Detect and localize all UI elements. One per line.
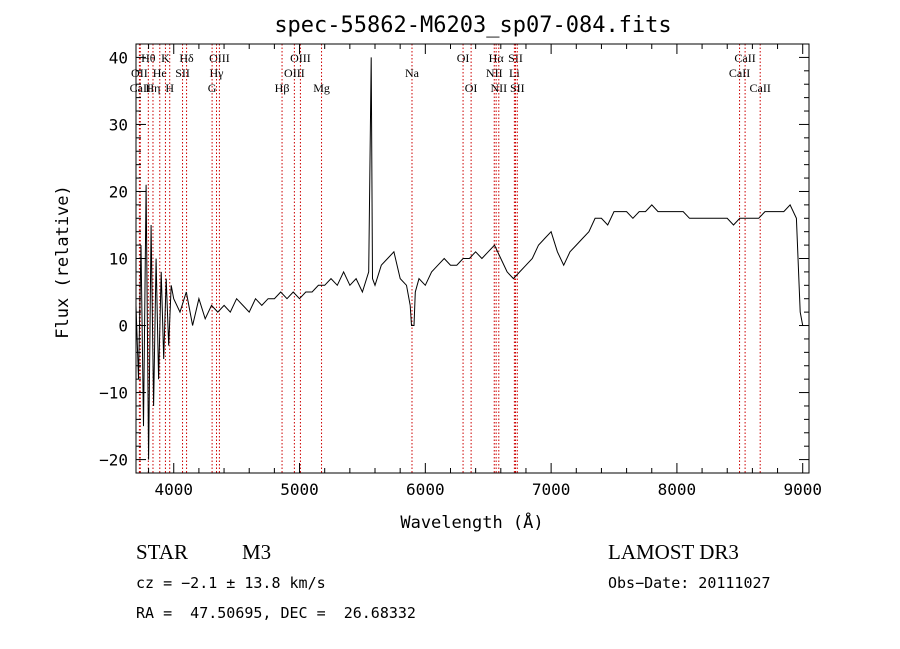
x-tick-label-5000: 5000 — [280, 480, 319, 499]
observation-date: Obs−Date: 20111027 — [608, 574, 771, 592]
spectral-line-label-10: Hγ — [210, 66, 225, 80]
spectral-line-label-3: Hη — [146, 81, 161, 95]
spectral-line-label-4: He — [153, 66, 167, 80]
survey-name: LAMOST DR3 — [608, 540, 739, 564]
x-tick-label-4000: 4000 — [154, 480, 193, 499]
spectral-line-label-0: Hθ — [141, 51, 156, 65]
spectral-line-label-18: OI — [465, 81, 478, 95]
y-tick-label-0: 0 — [118, 317, 128, 336]
object-subclass: M3 — [242, 540, 272, 564]
spectral-line-label-22: SII — [508, 51, 523, 65]
spectral-line-label-9: OIII — [209, 51, 230, 65]
spectral-line-label-24: SII — [510, 81, 525, 95]
y-tick-label-30: 30 — [109, 115, 128, 134]
spectral-line-label-2: CaII — [130, 81, 151, 95]
x-tick-label-9000: 9000 — [783, 480, 822, 499]
spectral-line-label-5: K — [161, 51, 170, 65]
x-tick-label-8000: 8000 — [658, 480, 697, 499]
y-tick-label-20: 20 — [109, 182, 128, 201]
plot-frame — [135, 43, 810, 474]
spectral-line-label-25: CaII — [734, 51, 755, 65]
spectral-line-label-26: CaII — [729, 66, 750, 80]
spectral-line-label-12: Hβ — [275, 81, 290, 95]
spectral-line-label-7: SII — [175, 66, 190, 80]
sky-coordinates: RA = 47.50695, DEC = 26.68332 — [136, 604, 416, 622]
y-axis-label: Flux (relative) — [53, 185, 73, 339]
y-tick-label-40: 40 — [109, 48, 128, 67]
spectral-line-label-27: CaII — [750, 81, 771, 95]
chart-title: spec-55862-M6203_sp07-084.fits — [274, 13, 671, 38]
spectral-line-label-1: OII — [131, 66, 148, 80]
spectral-line-label-8: Hδ — [179, 51, 194, 65]
spectral-line-label-11: G — [208, 81, 217, 95]
y-tick-label--20: −20 — [99, 451, 128, 470]
x-axis-label: Wavelength (Å) — [400, 511, 543, 533]
x-tick-label-6000: 6000 — [406, 480, 445, 499]
x-tick-label-7000: 7000 — [532, 480, 571, 499]
redshift-velocity: cz = −2.1 ± 13.8 km/s — [136, 574, 326, 592]
spectral-line-label-19: Hα — [489, 51, 505, 65]
spectral-line-label-6: H — [165, 81, 174, 95]
spectral-line-label-13: OIII — [290, 51, 311, 65]
spectral-line-label-16: Na — [405, 66, 420, 80]
spectral-line-label-20: NII — [486, 66, 503, 80]
y-tick-label-10: 10 — [109, 250, 128, 269]
spectral-line-label-17: OI — [457, 51, 470, 65]
object-class: STAR — [136, 540, 188, 564]
spectrum-line — [135, 57, 804, 460]
spectral-line-label-14: OIII — [284, 66, 305, 80]
spectral-line-label-23: Li — [509, 66, 520, 80]
spectral-line-label-15: Mg — [313, 81, 330, 95]
y-tick-label--10: −10 — [99, 384, 128, 403]
spectral-line-label-21: NII — [490, 81, 507, 95]
